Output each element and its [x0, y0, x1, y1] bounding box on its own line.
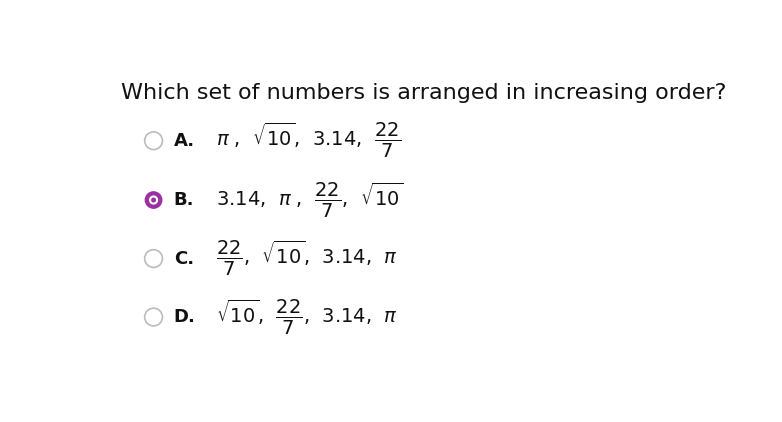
Text: $\dfrac{22}{7}$,  $\sqrt{10}$,  3.14,  $\pi$: $\dfrac{22}{7}$, $\sqrt{10}$, 3.14, $\pi… [216, 239, 397, 278]
Text: $\sqrt{10}$,  $\dfrac{22}{7}$,  3.14,  $\pi$: $\sqrt{10}$, $\dfrac{22}{7}$, 3.14, $\pi… [216, 298, 397, 337]
Text: Which set of numbers is arranged in increasing order?: Which set of numbers is arranged in incr… [121, 83, 726, 103]
Ellipse shape [145, 191, 163, 209]
Text: A.: A. [174, 132, 195, 150]
Ellipse shape [149, 195, 158, 205]
Text: D.: D. [174, 308, 196, 326]
Text: $\pi$ ,  $\sqrt{10}$,  3.14,  $\dfrac{22}{7}$: $\pi$ , $\sqrt{10}$, 3.14, $\dfrac{22}{7… [216, 121, 400, 160]
Ellipse shape [145, 308, 163, 326]
Text: C.: C. [174, 249, 194, 268]
Text: B.: B. [174, 191, 194, 209]
Ellipse shape [145, 132, 163, 149]
Ellipse shape [151, 197, 156, 203]
Ellipse shape [145, 250, 163, 268]
Text: 3.14,  $\pi$ ,  $\dfrac{22}{7}$,  $\sqrt{10}$: 3.14, $\pi$ , $\dfrac{22}{7}$, $\sqrt{10… [216, 181, 403, 219]
